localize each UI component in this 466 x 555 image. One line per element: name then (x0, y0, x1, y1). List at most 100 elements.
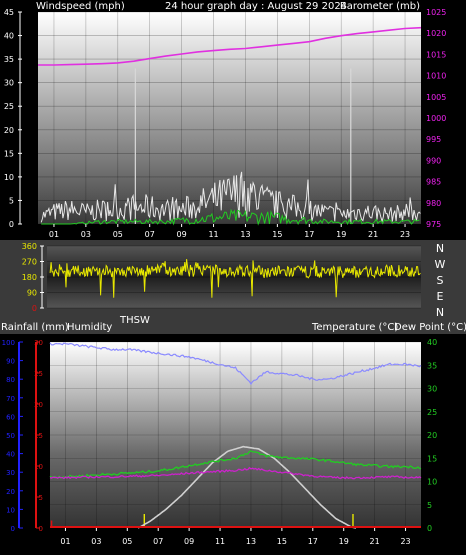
x-tick-label: 19 (336, 230, 346, 239)
direction-tick-label: 90 (27, 289, 37, 298)
barometer-axis-ticks: 975 980 985 990 995 1000 1005 1010 1015 1020 1025 (426, 8, 446, 229)
humidity-tick-label: 100 (2, 339, 15, 347)
barometer-tick-label: 1000 (426, 114, 446, 123)
barometer-tick-label: 1020 (426, 29, 446, 38)
humidity-tick-label: 0 (11, 525, 15, 533)
panel3-series (49, 342, 422, 529)
direction-tick-label: 0 (32, 304, 37, 313)
barometer-tick-label: 985 (426, 178, 441, 187)
windspeed-tick-label: 25 (4, 102, 14, 111)
barometer-tick-label: 980 (426, 199, 441, 208)
x-tick-label: 21 (368, 230, 378, 239)
thsw-label: THSW (119, 315, 150, 326)
series-temperature (49, 450, 422, 479)
compass-label: S (437, 274, 444, 287)
panel1-series (38, 26, 422, 226)
dewpoint-label: Dew Point (°C) (394, 322, 466, 333)
series-gust (41, 208, 420, 226)
series-wind-direction (49, 259, 421, 298)
rainfall-tick-label: 0 (39, 525, 43, 533)
temperature-tick-label: 15 (427, 454, 437, 463)
panel2-series (49, 259, 421, 298)
humidity-tick-label: 60 (6, 413, 15, 421)
humidity-tick-label: 80 (6, 376, 15, 384)
x-tick-label: 11 (208, 230, 218, 239)
x-tick-label: 21 (370, 537, 380, 546)
x-tick-label: 17 (304, 230, 314, 239)
compass-label: N (436, 242, 444, 255)
temperature-tick-label: 40 (427, 338, 437, 347)
rainfall-tick-label: 5 (39, 494, 43, 502)
temperature-tick-label: 20 (427, 431, 437, 440)
direction-axis-ticks: 0 90 180 270 360 (22, 242, 44, 313)
temperature-tick-label: 25 (427, 408, 437, 417)
barometer-label: Barometer (mb) (340, 1, 420, 12)
windspeed-tick-label: 40 (4, 32, 14, 41)
x-tick-label: 05 (122, 537, 132, 546)
temperature-tick-label: 10 (427, 478, 437, 487)
x-tick-label: 05 (113, 230, 123, 239)
rainfall-tick-label: 20 (34, 401, 43, 409)
barometer-tick-label: 1015 (426, 50, 446, 59)
panel1-grid (38, 11, 421, 225)
humidity-tick-label: 90 (6, 358, 15, 366)
temperature-label: Temperature (°C) (311, 322, 398, 333)
barometer-tick-label: 1005 (426, 93, 446, 102)
windspeed-axis-ticks: 0 5 10 15 20 25 30 35 40 45 (4, 8, 22, 229)
windspeed-tick-label: 35 (4, 55, 14, 64)
x-tick-label: 09 (177, 230, 187, 239)
windspeed-tick-label: 10 (4, 173, 14, 182)
temperature-tick-label: 5 (427, 501, 432, 510)
x-tick-label: 07 (145, 230, 155, 239)
humidity-tick-label: 70 (6, 395, 15, 403)
barometer-tick-label: 1025 (426, 8, 446, 17)
windspeed-tick-label: 30 (4, 79, 14, 88)
x-tick-label: 13 (246, 537, 256, 546)
x-tick-label: 23 (400, 537, 410, 546)
direction-tick-label: 360 (22, 242, 37, 251)
x-tick-label: 09 (184, 537, 194, 546)
rainfall-tick-label: 30 (34, 339, 43, 347)
x-tick-label: 01 (49, 230, 59, 239)
temperature-tick-label: 0 (427, 524, 432, 533)
humidity-tick-label: 30 (6, 469, 15, 477)
panel3-x-ticks: 01 03 05 07 09 11 13 15 17 19 21 23 (60, 528, 411, 546)
x-tick-label: 03 (91, 537, 101, 546)
humidity-tick-label: 50 (6, 432, 15, 440)
temperature-tick-label: 35 (427, 361, 437, 370)
panel1-x-ticks: 01 03 05 07 09 11 13 15 17 19 21 23 (49, 224, 410, 239)
chart-title: 24 hour graph day : August 29 2024 (165, 1, 347, 12)
direction-tick-label: 270 (22, 258, 37, 267)
series-windspeed (40, 171, 421, 224)
x-tick-label: 15 (277, 537, 287, 546)
rainfall-tick-label: 10 (34, 463, 43, 471)
windspeed-tick-label: 45 (4, 8, 14, 17)
series-dewpoint (49, 466, 422, 480)
x-tick-label: 03 (81, 230, 91, 239)
humidity-tick-label: 40 (6, 451, 15, 459)
windspeed-tick-label: 5 (9, 196, 14, 205)
series-solar (137, 445, 357, 529)
x-tick-label: 15 (272, 230, 282, 239)
barometer-tick-label: 975 (426, 220, 441, 229)
windspeed-tick-label: 0 (9, 220, 14, 229)
x-tick-label: 19 (339, 537, 349, 546)
compass-label: E (437, 290, 444, 303)
humidity-axis-ticks: 0 10 20 30 40 50 60 70 80 90 100 (2, 339, 23, 533)
barometer-tick-label: 1010 (426, 72, 446, 81)
windspeed-label: Windspeed (mph) (36, 1, 125, 12)
barometer-tick-label: 995 (426, 135, 441, 144)
windspeed-tick-label: 20 (4, 126, 14, 135)
temperature-axis-ticks: 0 5 10 15 20 25 30 35 40 (427, 338, 437, 533)
series-barometer (38, 26, 422, 66)
panel3-plot-bg (50, 342, 421, 528)
humidity-tick-label: 20 (6, 488, 15, 496)
rainfall-tick-label: 15 (34, 432, 43, 440)
x-tick-label: 13 (240, 230, 250, 239)
direction-tick-label: 180 (22, 273, 37, 282)
temp-humidity-panel: Rainfall (mm) Humidity Temperature (°C) … (0, 322, 466, 555)
humidity-tick-label: 10 (6, 506, 15, 514)
